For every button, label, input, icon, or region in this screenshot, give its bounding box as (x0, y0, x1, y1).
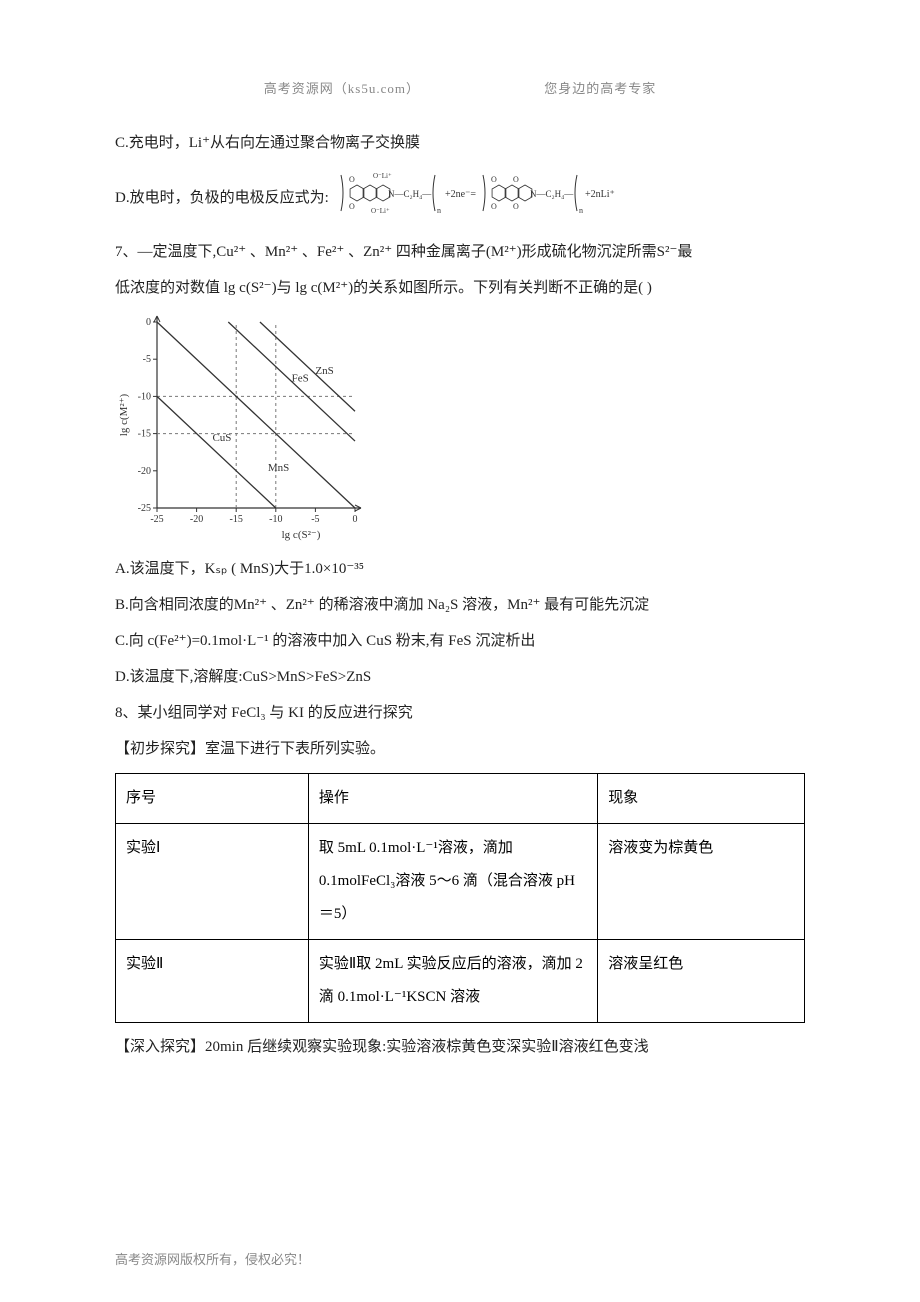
svg-text:0: 0 (353, 514, 358, 525)
option-d-text: D.放电时，负极的电极反应式为: (115, 180, 329, 216)
cell-1-0: 实验Ⅱ (116, 940, 309, 1023)
col-header-2: 现象 (598, 774, 805, 824)
cell-0-2: 溶液变为棕黄色 (598, 824, 805, 940)
svg-text:+2ne⁻=: +2ne⁻= (445, 189, 476, 200)
col-header-0: 序号 (116, 774, 309, 824)
svg-text:+2nLi⁺: +2nLi⁺ (585, 189, 615, 200)
option-c-text: C.充电时，Li⁺从右向左通过聚合物离子交换膜 (115, 125, 805, 161)
header-site: 高考资源网（ks5u.com） (264, 81, 420, 96)
svg-text:n: n (579, 206, 583, 215)
table-header-row: 序号 操作 现象 (116, 774, 805, 824)
table-row: 实验Ⅰ 取 5mL 0.1mol·L⁻¹溶液，滴加 0.1molFeCl₃溶液 … (116, 824, 805, 940)
svg-text:O: O (349, 202, 355, 211)
svg-text:O: O (491, 175, 497, 184)
svg-text:O⁻Li⁺: O⁻Li⁺ (373, 172, 392, 180)
svg-text:-10: -10 (269, 514, 282, 525)
header-tagline: 您身边的高考专家 (544, 81, 656, 96)
col-header-1: 操作 (308, 774, 597, 824)
cell-0-0: 实验Ⅰ (116, 824, 309, 940)
svg-text:CuS: CuS (212, 432, 231, 444)
svg-text:O: O (491, 202, 497, 211)
cell-1-2: 溶液呈红色 (598, 940, 805, 1023)
q7-opt-d: D.该温度下,溶解度:CuS>MnS>FeS>ZnS (115, 659, 805, 695)
experiment-table: 序号 操作 现象 实验Ⅰ 取 5mL 0.1mol·L⁻¹溶液，滴加 0.1mo… (115, 773, 805, 1023)
electrode-formula-svg: OOO⁻Li⁺O⁻Li⁺N—C₂H₄—n+2ne⁻=OOOON—C₂H₄—n+2… (335, 167, 625, 228)
deep-text: 【深入探究】20min 后继续观察实验现象:实验溶液棕黄色变深实验Ⅱ溶液红色变浅 (115, 1029, 805, 1065)
svg-text:-25: -25 (138, 503, 151, 514)
svg-text:-25: -25 (150, 514, 163, 525)
svg-text:O: O (349, 175, 355, 184)
svg-text:n: n (437, 206, 441, 215)
svg-text:O: O (513, 175, 519, 184)
intro-text: 【初步探究】室温下进行下表所列实验。 (115, 731, 805, 767)
q7-line2: 低浓度的对数值 lg c(S²⁻)与 lg c(M²⁺)的关系如图所示。下列有关… (115, 270, 805, 306)
q7-opt-a: A.该温度下，Kₛₚ ( MnS)大于1.0×10⁻³⁵ (115, 551, 805, 587)
svg-text:MnS: MnS (268, 462, 289, 474)
svg-text:O: O (513, 202, 519, 211)
svg-text:0: 0 (146, 317, 151, 328)
svg-text:-15: -15 (230, 514, 243, 525)
cell-0-1: 取 5mL 0.1mol·L⁻¹溶液，滴加 0.1molFeCl₃溶液 5～6 … (308, 824, 597, 940)
svg-text:O⁻Li⁺: O⁻Li⁺ (371, 207, 390, 215)
table-row: 实验Ⅱ 实验Ⅱ取 2mL 实验反应后的溶液，滴加 2 滴 0.1mol·L⁻¹K… (116, 940, 805, 1023)
svg-text:-20: -20 (138, 466, 151, 477)
q7-line1: 7、—定温度下,Cu²⁺ 、Mn²⁺ 、Fe²⁺ 、Zn²⁺ 四种金属离子(M²… (115, 234, 805, 270)
cell-1-1: 实验Ⅱ取 2mL 实验反应后的溶液，滴加 2 滴 0.1mol·L⁻¹KSCN … (308, 940, 597, 1023)
svg-text:-10: -10 (138, 391, 151, 402)
page-header: 高考资源网（ks5u.com） 您身边的高考专家 (115, 78, 805, 97)
option-d-row: D.放电时，负极的电极反应式为: OOO⁻Li⁺O⁻Li⁺N—C₂H₄—n+2n… (115, 167, 805, 228)
svg-text:N—C₂H₄—: N—C₂H₄— (388, 189, 432, 199)
q8-text: 8、某小组同学对 FeCl₃ 与 KI 的反应进行探究 (115, 695, 805, 731)
svg-text:lg c(S²⁻): lg c(S²⁻) (282, 529, 321, 541)
q7-opt-c: C.向 c(Fe²⁺)=0.1mol·L⁻¹ 的溶液中加入 CuS 粉末,有 F… (115, 623, 805, 659)
svg-text:ZnS: ZnS (315, 365, 333, 377)
svg-text:-20: -20 (190, 514, 203, 525)
svg-text:lg c(M²⁺): lg c(M²⁺) (118, 393, 130, 436)
svg-text:-5: -5 (311, 514, 319, 525)
page-footer: 高考资源网版权所有，侵权必究！ (115, 1249, 310, 1268)
svg-text:N—C₂H₄—: N—C₂H₄— (530, 189, 574, 199)
solubility-chart: -25 -20 -15 -10 -5 0 -25 -20 -15 -10 -5 0 CuS MnS FeS Z… (115, 312, 805, 547)
svg-text:-5: -5 (143, 354, 151, 365)
svg-text:-15: -15 (138, 429, 151, 440)
q7-opt-b: B.向含相同浓度的Mn²⁺ 、Zn²⁺ 的稀溶液中滴加 Na₂S 溶液，Mn²⁺… (115, 587, 805, 623)
svg-text:FeS: FeS (292, 373, 309, 385)
